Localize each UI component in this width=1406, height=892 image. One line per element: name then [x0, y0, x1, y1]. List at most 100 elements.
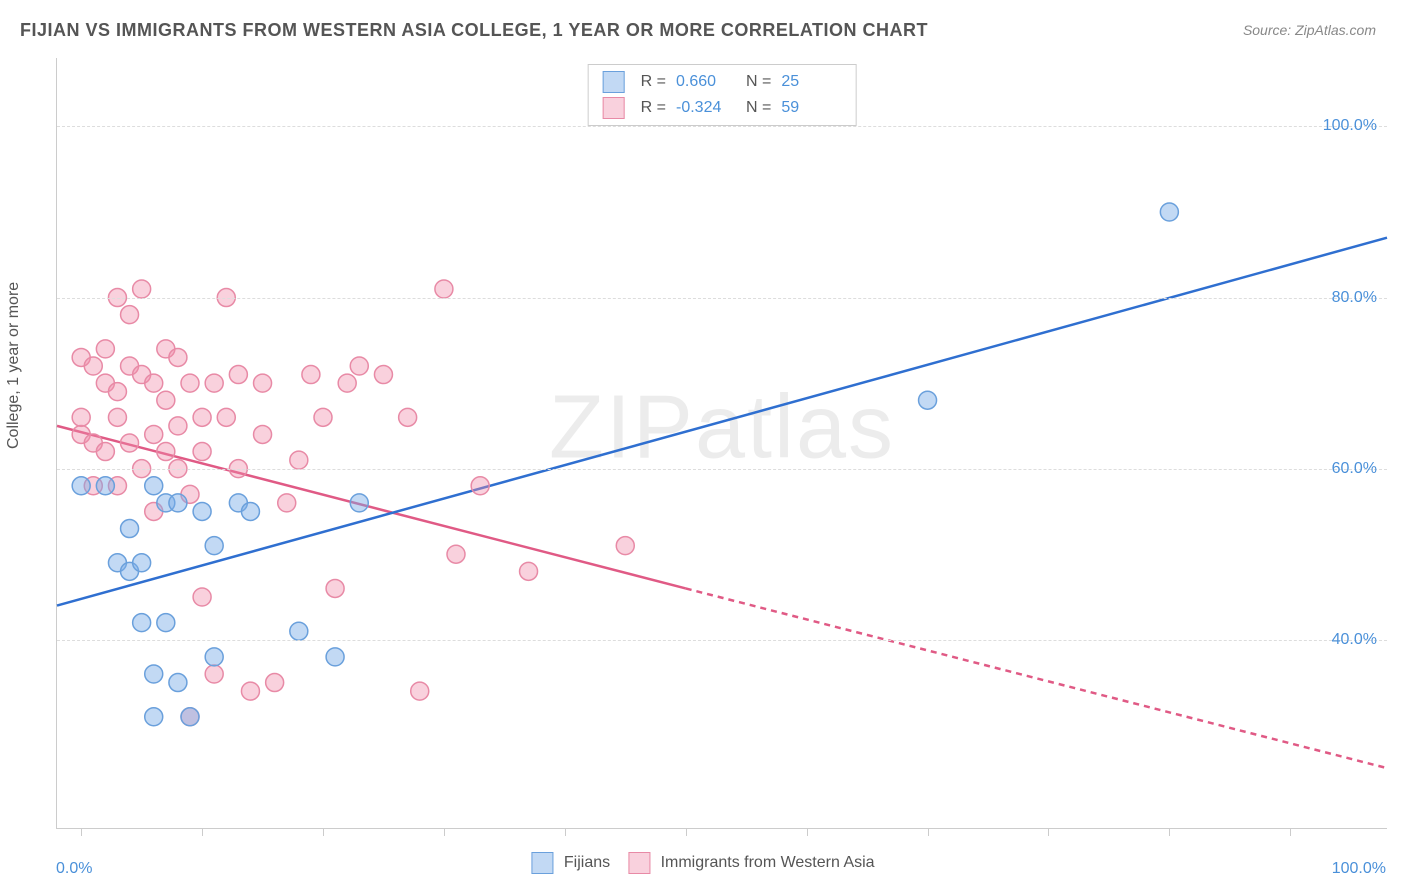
gridline — [57, 469, 1387, 470]
r-label: R = — [641, 99, 666, 117]
x-tick — [686, 828, 687, 836]
n-value-a: 25 — [781, 73, 841, 91]
scatter-point-a — [169, 674, 187, 692]
scatter-point-b — [193, 408, 211, 426]
scatter-point-b — [302, 366, 320, 384]
scatter-point-b — [157, 443, 175, 461]
scatter-point-a — [72, 477, 90, 495]
scatter-point-a — [145, 477, 163, 495]
scatter-point-b — [254, 374, 272, 392]
chart-plot-area: ZIPatlas R = 0.660 N = 25 R = -0.324 N =… — [56, 58, 1387, 829]
gridline — [57, 126, 1387, 127]
scatter-point-a — [919, 391, 937, 409]
x-axis-max-label: 100.0% — [1332, 860, 1386, 878]
trend-line — [57, 238, 1387, 606]
x-tick — [1169, 828, 1170, 836]
scatter-point-a — [133, 614, 151, 632]
x-tick — [202, 828, 203, 836]
scatter-point-b — [108, 383, 126, 401]
swatch-a-icon — [531, 852, 553, 874]
chart-title: FIJIAN VS IMMIGRANTS FROM WESTERN ASIA C… — [20, 20, 928, 41]
scatter-point-a — [205, 537, 223, 555]
stats-row-b: R = -0.324 N = 59 — [603, 95, 842, 121]
scatter-point-b — [193, 588, 211, 606]
scatter-point-b — [241, 682, 259, 700]
scatter-point-a — [181, 708, 199, 726]
x-axis-min-label: 0.0% — [56, 860, 92, 878]
stats-legend-box: R = 0.660 N = 25 R = -0.324 N = 59 — [588, 64, 857, 126]
stats-row-a: R = 0.660 N = 25 — [603, 69, 842, 95]
y-tick-label: 100.0% — [1323, 117, 1377, 135]
x-tick — [807, 828, 808, 836]
scatter-point-b — [266, 674, 284, 692]
swatch-a-icon — [603, 71, 625, 93]
scatter-point-b — [374, 366, 392, 384]
gridline — [57, 640, 1387, 641]
x-tick — [928, 828, 929, 836]
scatter-point-a — [205, 648, 223, 666]
scatter-point-a — [157, 614, 175, 632]
x-tick — [323, 828, 324, 836]
scatter-point-b — [133, 280, 151, 298]
scatter-point-b — [350, 357, 368, 375]
scatter-point-a — [145, 665, 163, 683]
scatter-point-b — [616, 537, 634, 555]
scatter-point-b — [217, 408, 235, 426]
scatter-point-b — [411, 682, 429, 700]
legend-item-b: Immigrants from Western Asia — [628, 852, 874, 874]
scatter-point-b — [447, 545, 465, 563]
scatter-point-b — [338, 374, 356, 392]
swatch-b-icon — [628, 852, 650, 874]
scatter-point-a — [326, 648, 344, 666]
scatter-point-b — [205, 665, 223, 683]
n-label: N = — [746, 73, 771, 91]
scatter-point-b — [169, 417, 187, 435]
trend-line — [686, 588, 1387, 768]
scatter-point-a — [241, 502, 259, 520]
scatter-point-b — [72, 408, 90, 426]
x-tick — [444, 828, 445, 836]
scatter-point-b — [169, 348, 187, 366]
scatter-point-b — [399, 408, 417, 426]
n-value-b: 59 — [781, 99, 841, 117]
scatter-point-b — [193, 443, 211, 461]
scatter-point-b — [254, 425, 272, 443]
scatter-point-b — [326, 579, 344, 597]
source-attribution: Source: ZipAtlas.com — [1243, 22, 1376, 38]
scatter-point-a — [96, 477, 114, 495]
x-tick — [1048, 828, 1049, 836]
legend-item-a: Fijians — [531, 852, 610, 874]
bottom-legend: Fijians Immigrants from Western Asia — [531, 852, 874, 874]
scatter-point-a — [290, 622, 308, 640]
y-tick-label: 80.0% — [1332, 289, 1377, 307]
scatter-point-b — [96, 443, 114, 461]
scatter-point-b — [157, 391, 175, 409]
scatter-point-a — [169, 494, 187, 512]
n-label: N = — [746, 99, 771, 117]
scatter-point-b — [435, 280, 453, 298]
scatter-point-b — [278, 494, 296, 512]
scatter-point-b — [145, 425, 163, 443]
scatter-point-a — [145, 708, 163, 726]
scatter-point-b — [229, 366, 247, 384]
scatter-point-b — [84, 357, 102, 375]
y-tick-label: 60.0% — [1332, 460, 1377, 478]
swatch-b-icon — [603, 97, 625, 119]
scatter-point-b — [96, 340, 114, 358]
r-value-a: 0.660 — [676, 73, 736, 91]
r-label: R = — [641, 73, 666, 91]
x-tick — [565, 828, 566, 836]
scatter-point-b — [290, 451, 308, 469]
scatter-plot-svg — [57, 58, 1387, 828]
y-axis-title: College, 1 year or more — [5, 282, 23, 449]
scatter-point-a — [121, 520, 139, 538]
scatter-point-a — [350, 494, 368, 512]
scatter-point-b — [121, 306, 139, 324]
scatter-point-b — [471, 477, 489, 495]
legend-label-b: Immigrants from Western Asia — [661, 854, 875, 871]
scatter-point-a — [133, 554, 151, 572]
scatter-point-b — [121, 434, 139, 452]
scatter-point-a — [1160, 203, 1178, 221]
x-tick — [81, 828, 82, 836]
scatter-point-a — [193, 502, 211, 520]
